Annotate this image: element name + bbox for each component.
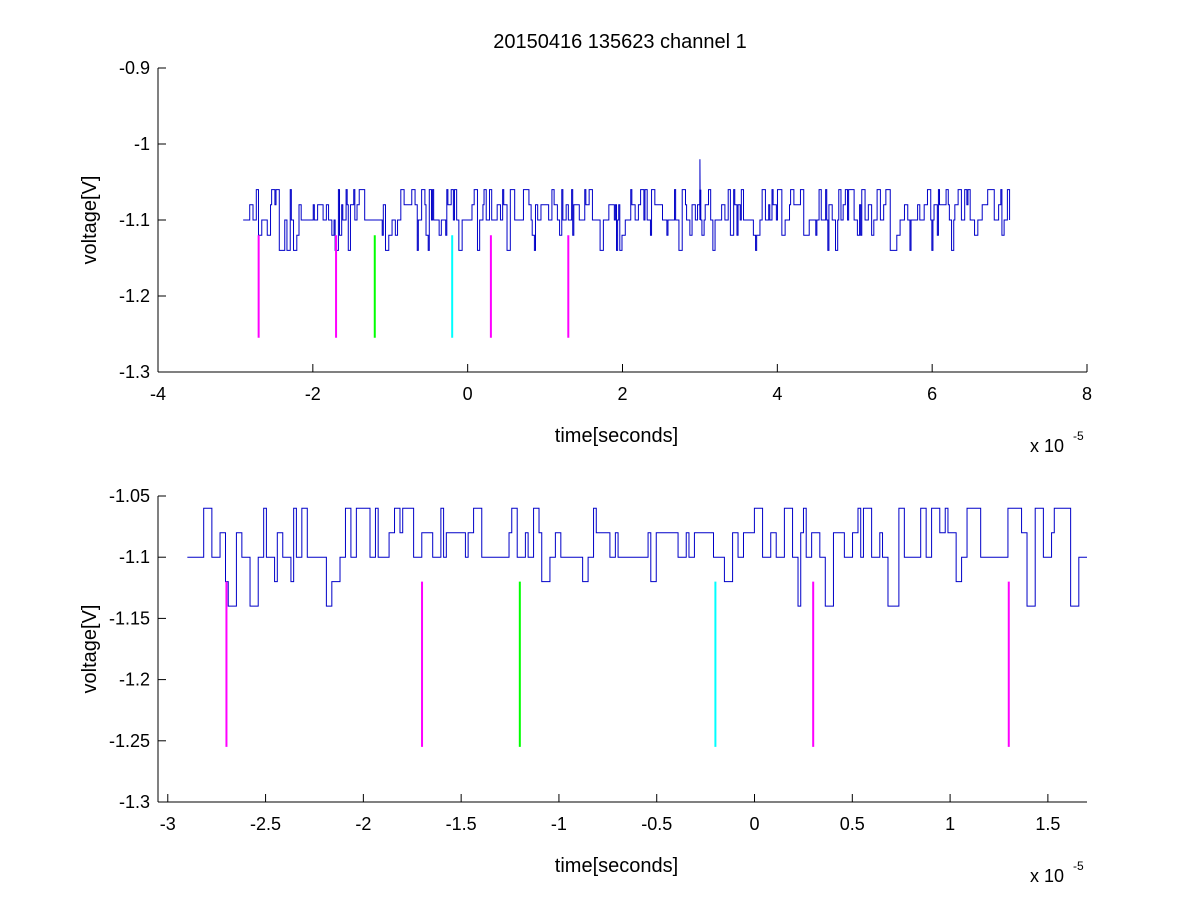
y-tick-label: -0.9: [119, 58, 150, 78]
y-tick-label: -1.25: [109, 731, 150, 751]
x-tick-label: -2.5: [250, 814, 281, 834]
x-tick-label: -3: [160, 814, 176, 834]
y-tick-label: -1.2: [119, 286, 150, 306]
y-tick-label: -1.3: [119, 792, 150, 812]
x-exponent-label: x 10: [1030, 866, 1064, 886]
signal-trace: [187, 507, 1087, 607]
top-subplot: -4 -2 0 2 4 6 8 -1.3 -1.2 -1.1 -1 -0.9 time[seconds]…: [79, 58, 1092, 456]
x-exponent-label: x 10: [1030, 436, 1064, 456]
x-tick-label: -0.5: [641, 814, 672, 834]
x-tick-label: 0.5: [840, 814, 865, 834]
x-tick-label: -2: [305, 384, 321, 404]
x-tick-label: 2: [617, 384, 627, 404]
x-tick-label: 4: [772, 384, 782, 404]
x-exponent-power: -5: [1073, 429, 1084, 443]
x-tick-label: 1.5: [1035, 814, 1060, 834]
x-tick-label: -1: [551, 814, 567, 834]
y-tick-label: -1.2: [119, 670, 150, 690]
y-axis-label: voltage[V]: [79, 605, 101, 694]
x-axis-label: time[seconds]: [555, 855, 678, 877]
x-tick-label: 8: [1082, 384, 1092, 404]
x-tick-label: 0: [750, 814, 760, 834]
x-tick-label: -2: [355, 814, 371, 834]
x-axis-label: time[seconds]: [555, 425, 678, 447]
figure-title: 20150416 135623 channel 1: [493, 31, 747, 53]
y-tick-label: -1.15: [109, 608, 150, 628]
x-tick-label: 1: [945, 814, 955, 834]
y-axis-label: voltage[V]: [79, 176, 101, 265]
y-tick-label: -1.3: [119, 362, 150, 382]
y-tick-label: -1: [134, 134, 150, 154]
x-tick-label: -1.5: [446, 814, 477, 834]
y-tick-label: -1.1: [119, 210, 150, 230]
x-tick-label: 0: [463, 384, 473, 404]
x-exponent-power: -5: [1073, 859, 1084, 873]
x-tick-label: -4: [150, 384, 166, 404]
bottom-subplot: -3 -2.5 -2 -1.5 -1 -0.5 0 0.5 1 1.5 -1.3 -1.25 -1.2 -…: [79, 486, 1087, 886]
y-tick-label: -1.05: [109, 486, 150, 506]
x-tick-label: 6: [927, 384, 937, 404]
signal-trace: [243, 159, 1011, 251]
y-tick-label: -1.1: [119, 547, 150, 567]
